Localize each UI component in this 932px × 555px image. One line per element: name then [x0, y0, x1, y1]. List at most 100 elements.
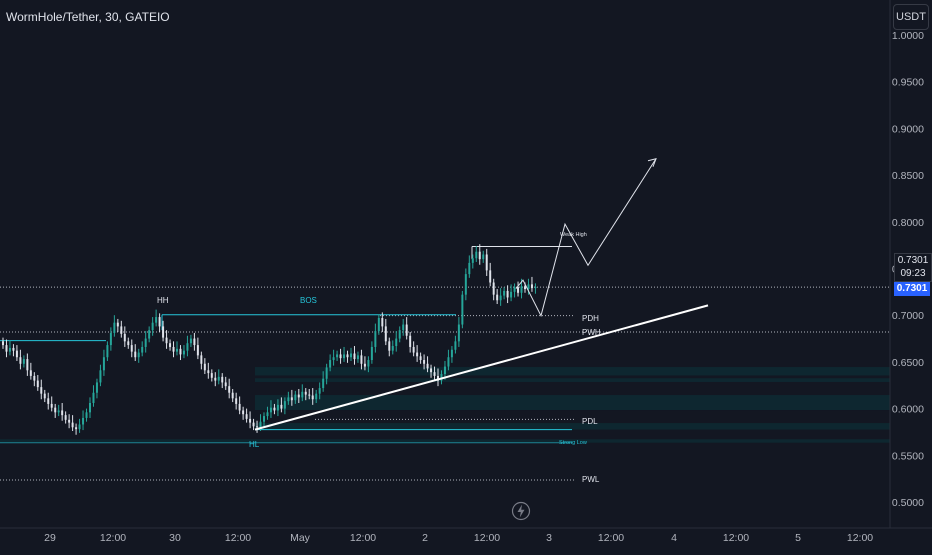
candle-body — [290, 397, 293, 401]
candle-body — [82, 417, 85, 425]
y-tick-label: 0.7000 — [892, 310, 924, 322]
x-tick-label: 2 — [422, 532, 428, 544]
candle-body — [405, 324, 408, 336]
candle-body — [391, 346, 394, 351]
candle-body — [71, 422, 74, 428]
candle-body — [54, 407, 57, 413]
candle-body — [92, 392, 95, 403]
candle-body — [102, 357, 105, 371]
candle-body — [57, 410, 60, 413]
candle-body — [353, 353, 356, 360]
candle-body — [475, 251, 478, 259]
current-price-badge: 0.7301 — [894, 282, 930, 296]
candle-body — [29, 370, 32, 376]
candle-body — [464, 274, 467, 295]
annotation-label: HL — [249, 440, 260, 449]
candle-body — [503, 290, 506, 296]
candle-body — [398, 330, 401, 339]
x-tick-label: 3 — [546, 532, 552, 544]
candle-body — [36, 380, 39, 388]
candle-body — [47, 398, 50, 404]
y-tick-label: 0.6000 — [892, 404, 924, 416]
candle-body — [141, 346, 144, 353]
candle-body — [402, 324, 405, 331]
candle-body — [527, 284, 530, 290]
candle-body — [249, 418, 252, 423]
x-tick-label: 12:00 — [100, 532, 126, 544]
candle-body — [116, 322, 119, 327]
candle-body — [318, 388, 321, 394]
candle-body — [346, 354, 349, 358]
candle-body — [148, 330, 151, 339]
candle-body — [374, 331, 377, 347]
candle-body — [524, 286, 526, 290]
lightning-icon[interactable] — [511, 501, 531, 521]
symbol-title: WormHole/Tether, 30, GATEIO — [6, 10, 170, 24]
candle-body — [356, 355, 359, 360]
candle-body — [78, 424, 81, 430]
projection-path — [515, 158, 657, 318]
candle-body — [478, 251, 481, 260]
candle-body — [350, 353, 352, 358]
candle-body — [172, 346, 175, 352]
candle-body — [534, 287, 537, 289]
y-tick-label: 0.5500 — [892, 450, 924, 462]
candle-body — [8, 347, 11, 352]
candle-body — [26, 359, 29, 371]
candle-body — [384, 326, 387, 342]
candle-body — [276, 404, 279, 411]
x-tick-label: 12:00 — [474, 532, 500, 544]
candle-body — [343, 354, 346, 359]
candle-body — [189, 338, 192, 344]
candle-body — [256, 426, 259, 428]
candle-body — [301, 391, 304, 398]
candle-body — [447, 357, 450, 367]
candle-body — [120, 326, 123, 334]
candle-body — [99, 370, 102, 383]
candle-body — [513, 287, 516, 292]
candle-body — [193, 338, 196, 346]
candle-body — [123, 333, 126, 342]
candle-body — [409, 335, 412, 347]
candle-body — [283, 401, 286, 409]
y-tick-label: 0.5000 — [892, 497, 924, 509]
candle-body — [461, 294, 464, 325]
candle-body — [517, 287, 520, 293]
candle-body — [186, 343, 189, 351]
annotation-label: Strong Low — [559, 440, 587, 446]
candle-body — [203, 363, 206, 371]
candle-body — [297, 394, 300, 398]
candle-body — [287, 397, 290, 402]
candle-body — [433, 372, 436, 376]
x-tick-label: 12:00 — [723, 532, 749, 544]
x-tick-label: 4 — [671, 532, 677, 544]
candle-body — [388, 341, 391, 351]
candle-body — [64, 415, 67, 420]
candle-body — [395, 338, 398, 347]
candle-body — [482, 254, 485, 260]
zone-box — [0, 439, 890, 443]
candle-body — [238, 403, 241, 411]
candle-body — [89, 402, 91, 413]
candle-body — [61, 410, 64, 416]
candle-body — [294, 394, 297, 401]
candle-body — [224, 382, 227, 387]
candle-body — [196, 345, 199, 356]
y-tick-label: 1.0000 — [892, 30, 924, 42]
candle-body — [134, 351, 137, 358]
candle-body — [231, 392, 234, 399]
candle-body — [280, 404, 283, 409]
currency-button[interactable]: USDT — [893, 4, 929, 30]
candle-body — [85, 412, 88, 418]
candle-body — [5, 345, 8, 352]
candle-body — [450, 349, 453, 358]
y-tick-label: 0.9000 — [892, 123, 924, 135]
candle-body — [360, 355, 363, 364]
candle-body — [377, 318, 380, 332]
candle-body — [363, 363, 366, 367]
candle-body — [40, 387, 43, 394]
x-tick-label: 12:00 — [225, 532, 251, 544]
candle-body — [15, 350, 18, 358]
